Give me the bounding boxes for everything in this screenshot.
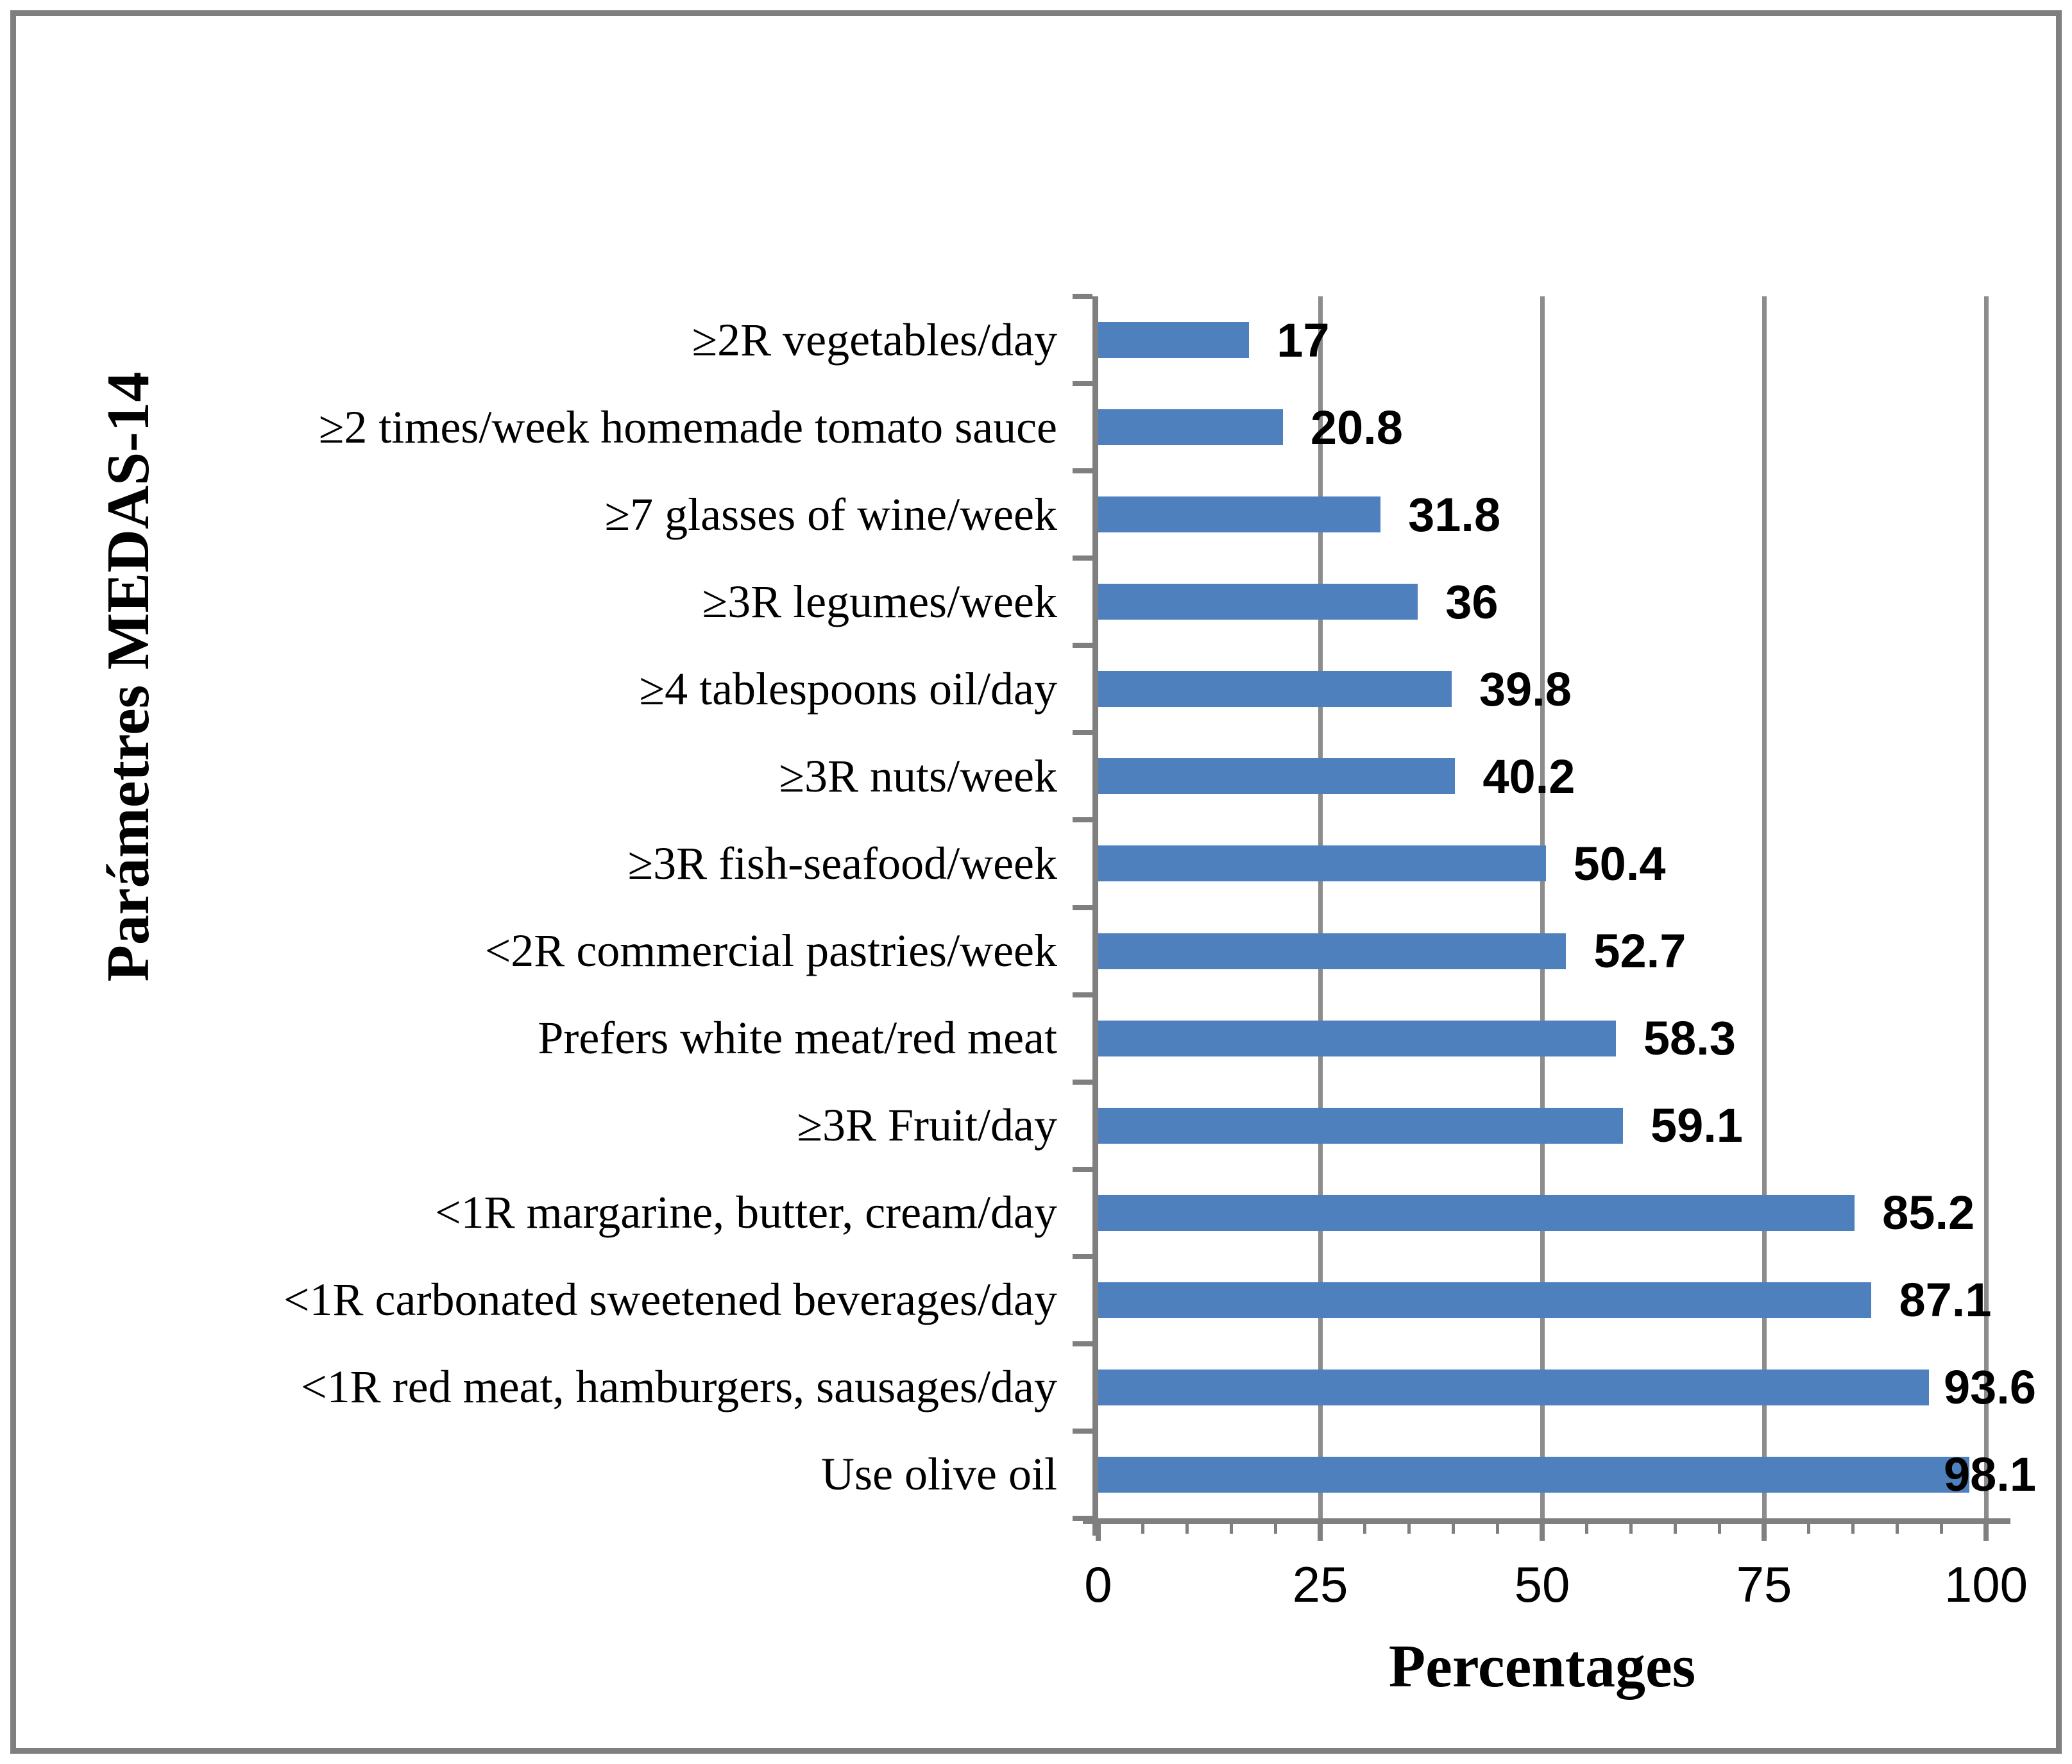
x-axis-minor-tick bbox=[1629, 1524, 1633, 1534]
y-axis-tick bbox=[1073, 468, 1092, 474]
x-axis-minor-tick bbox=[1806, 1524, 1810, 1534]
bar-value-label: 20.8 bbox=[1310, 400, 1403, 454]
x-axis-tick-label: 50 bbox=[1514, 1556, 1570, 1613]
bar bbox=[1098, 933, 1567, 969]
x-axis-minor-tick bbox=[1141, 1524, 1144, 1534]
category-label: Use olive oil bbox=[821, 1448, 1057, 1500]
bar-value-label: 50.4 bbox=[1573, 836, 1666, 890]
bar-value-label: 17 bbox=[1277, 313, 1330, 367]
y-axis-tick bbox=[1073, 904, 1092, 910]
category-label: <1R red meat, hamburgers, sausages/day bbox=[301, 1361, 1057, 1413]
x-axis-line bbox=[1083, 1518, 2010, 1524]
category-label: ≥4 tablespoons oil/day bbox=[639, 663, 1057, 715]
category-label: ≥3R Fruit/day bbox=[797, 1099, 1057, 1151]
bar bbox=[1098, 1369, 1930, 1405]
bar bbox=[1098, 1107, 1623, 1144]
y-axis-line bbox=[1092, 296, 1098, 1536]
x-axis-tick-label: 100 bbox=[1944, 1556, 2028, 1613]
y-axis-tick bbox=[1073, 381, 1092, 387]
x-axis-major-tick bbox=[1540, 1524, 1545, 1541]
bar bbox=[1098, 496, 1381, 533]
x-axis-major-tick bbox=[1762, 1524, 1767, 1541]
category-label: ≥3R legumes/week bbox=[702, 575, 1057, 627]
x-axis-minor-tick bbox=[1407, 1524, 1411, 1534]
y-axis-tick bbox=[1073, 730, 1092, 736]
y-axis-tick bbox=[1073, 992, 1092, 997]
y-axis-tick bbox=[1073, 1516, 1092, 1521]
category-label: ≥2R vegetables/day bbox=[692, 314, 1057, 366]
x-axis-tick-label: 75 bbox=[1736, 1556, 1792, 1613]
gridline bbox=[1540, 296, 1545, 1518]
category-label: <1R margarine, butter, cream/day bbox=[434, 1187, 1057, 1239]
category-label: ≥2 times/week homemade tomato sauce bbox=[318, 401, 1057, 453]
bar bbox=[1098, 845, 1546, 882]
x-axis-minor-tick bbox=[1363, 1524, 1366, 1534]
category-label: ≥7 glasses of wine/week bbox=[604, 488, 1057, 540]
bar-value-label: 59.1 bbox=[1650, 1099, 1743, 1153]
x-axis-minor-tick bbox=[1718, 1524, 1722, 1534]
x-axis-major-tick bbox=[1983, 1524, 1989, 1541]
bar-value-label: 58.3 bbox=[1643, 1012, 1736, 1065]
figure-border-frame bbox=[10, 10, 2062, 1754]
y-axis-tick bbox=[1073, 1253, 1092, 1259]
x-axis-tick-label: 25 bbox=[1292, 1556, 1348, 1613]
bar-value-label: 98.1 bbox=[1944, 1448, 2037, 1502]
y-axis-tick bbox=[1073, 555, 1092, 561]
gridline bbox=[1983, 296, 1989, 1518]
bar-value-label: 85.2 bbox=[1882, 1186, 1975, 1240]
bar bbox=[1098, 1020, 1616, 1056]
y-axis-tick bbox=[1073, 294, 1092, 299]
y-axis-tick bbox=[1073, 1166, 1092, 1172]
x-axis-minor-tick bbox=[1185, 1524, 1189, 1534]
bar bbox=[1098, 671, 1452, 708]
bar-value-label: 93.6 bbox=[1944, 1361, 2037, 1414]
gridline bbox=[1318, 296, 1323, 1518]
y-axis-tick bbox=[1073, 1079, 1092, 1085]
x-axis-minor-tick bbox=[1896, 1524, 1899, 1534]
bar-value-label: 87.1 bbox=[1899, 1273, 1992, 1327]
y-axis-tick bbox=[1073, 1341, 1092, 1346]
category-label: ≥3R fish-seafood/week bbox=[627, 837, 1057, 889]
x-axis-minor-tick bbox=[1230, 1524, 1234, 1534]
y-axis-tick bbox=[1073, 817, 1092, 823]
plot-area: 17 20.8 31.8 36 39.8 40.2 50.4 52.7 58.3 59.1 85.2… bbox=[1073, 294, 2036, 1541]
x-axis-minor-tick bbox=[1452, 1524, 1456, 1534]
x-axis-major-tick bbox=[1096, 1524, 1101, 1541]
bar-value-label: 31.8 bbox=[1408, 488, 1501, 541]
x-axis-title: Percentages bbox=[1388, 1633, 1696, 1700]
bar bbox=[1098, 758, 1456, 795]
bar bbox=[1098, 1194, 1855, 1231]
category-label: <1R carbonated sweetened beverages/day bbox=[283, 1274, 1057, 1326]
bar-value-label: 40.2 bbox=[1482, 749, 1575, 803]
gridline bbox=[1762, 296, 1767, 1518]
x-axis-minor-tick bbox=[1674, 1524, 1677, 1534]
bar-value-label: 39.8 bbox=[1479, 662, 1572, 716]
bar bbox=[1098, 322, 1250, 359]
x-axis-minor-tick bbox=[1851, 1524, 1855, 1534]
bar bbox=[1098, 584, 1418, 620]
y-axis-tick bbox=[1073, 1428, 1092, 1434]
bar bbox=[1098, 409, 1283, 446]
category-label: Prefers white meat/red meat bbox=[538, 1012, 1057, 1064]
bar-value-label: 36 bbox=[1445, 575, 1499, 629]
bar-value-label: 52.7 bbox=[1593, 924, 1686, 978]
x-axis-major-tick bbox=[1318, 1524, 1323, 1541]
x-axis-minor-tick bbox=[1496, 1524, 1500, 1534]
x-axis-minor-tick bbox=[1274, 1524, 1278, 1534]
bar bbox=[1098, 1282, 1872, 1318]
category-label: <2R commercial pastries/week bbox=[484, 925, 1057, 976]
y-axis-tick bbox=[1073, 643, 1092, 649]
x-axis-minor-tick bbox=[1940, 1524, 1944, 1534]
x-axis-tick-label: 0 bbox=[1084, 1556, 1112, 1613]
category-label: ≥3R nuts/week bbox=[779, 750, 1057, 802]
bar bbox=[1098, 1456, 1969, 1493]
x-axis-minor-tick bbox=[1584, 1524, 1588, 1534]
